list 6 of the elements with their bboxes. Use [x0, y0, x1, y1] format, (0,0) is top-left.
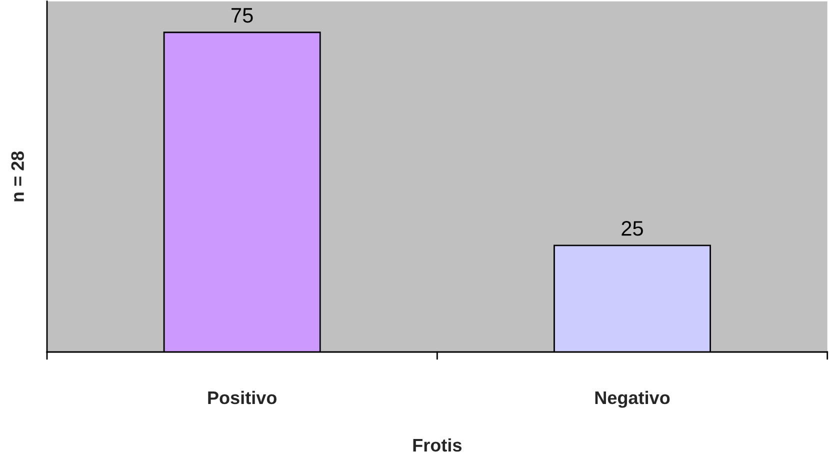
x-tick-label: Negativo — [595, 390, 670, 408]
data-label: 25 — [622, 221, 643, 236]
y-axis-title: n = 28 — [11, 151, 24, 202]
x-tick-label: Positivo — [208, 390, 276, 404]
x-axis-title: Frotis — [413, 438, 462, 452]
data-label: 75 — [232, 8, 253, 23]
